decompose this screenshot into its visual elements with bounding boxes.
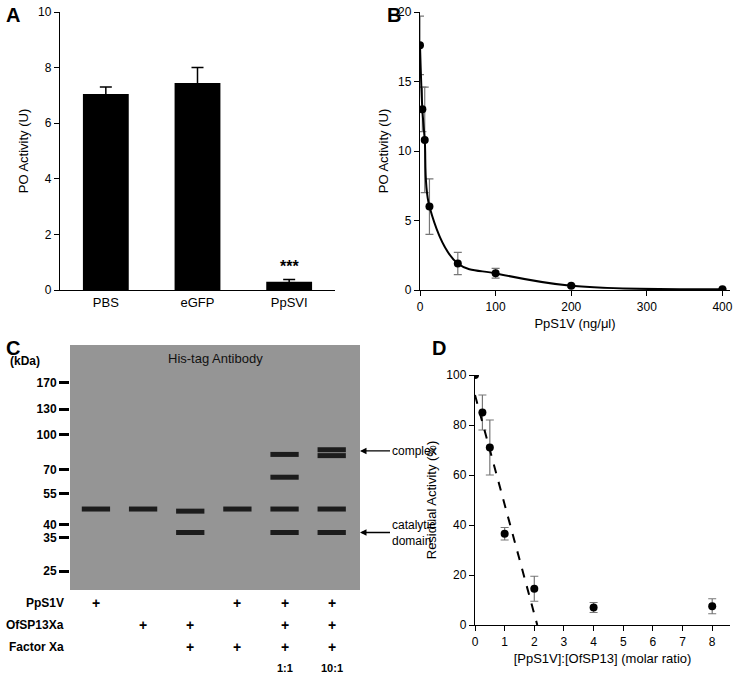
svg-text:0: 0 xyxy=(417,300,424,314)
svg-text:40: 40 xyxy=(453,518,467,532)
svg-text:+: + xyxy=(281,617,289,633)
svg-text:complex: complex xyxy=(392,444,437,458)
svg-text:100: 100 xyxy=(37,428,57,442)
svg-text:+: + xyxy=(233,639,241,655)
svg-text:2: 2 xyxy=(531,635,538,649)
svg-text:C: C xyxy=(6,337,20,359)
svg-text:0: 0 xyxy=(472,635,479,649)
svg-text:25: 25 xyxy=(43,564,57,578)
svg-text:+: + xyxy=(233,595,241,611)
svg-text:6: 6 xyxy=(45,116,52,130)
svg-text:+: + xyxy=(281,639,289,655)
svg-text:40: 40 xyxy=(43,518,57,532)
svg-text:70: 70 xyxy=(43,463,57,477)
svg-text:2: 2 xyxy=(45,228,52,242)
svg-text:0: 0 xyxy=(460,618,467,632)
svg-text:7: 7 xyxy=(679,635,686,649)
svg-text:***: *** xyxy=(280,258,299,275)
svg-text:PpS1V (ng/μl): PpS1V (ng/μl) xyxy=(534,316,615,331)
svg-text:+: + xyxy=(281,595,289,611)
svg-text:PBS: PBS xyxy=(93,295,119,310)
svg-text:+: + xyxy=(328,639,336,655)
svg-text:170: 170 xyxy=(37,376,57,390)
svg-text:5: 5 xyxy=(405,214,412,228)
svg-text:6: 6 xyxy=(650,635,657,649)
svg-text:35: 35 xyxy=(43,531,57,545)
svg-text:1: 1 xyxy=(501,635,508,649)
svg-text:400: 400 xyxy=(712,300,732,314)
svg-text:Residual Activity (%): Residual Activity (%) xyxy=(424,441,439,559)
svg-text:8: 8 xyxy=(45,61,52,75)
svg-text:0: 0 xyxy=(405,283,412,297)
svg-text:60: 60 xyxy=(453,468,467,482)
svg-text:PpS1V: PpS1V xyxy=(26,596,64,610)
svg-text:10: 10 xyxy=(398,144,412,158)
svg-text:200: 200 xyxy=(561,300,581,314)
svg-text:+: + xyxy=(328,617,336,633)
svg-text:15: 15 xyxy=(398,75,412,89)
svg-text:+: + xyxy=(92,595,100,611)
svg-text:10: 10 xyxy=(38,5,52,19)
svg-text:3: 3 xyxy=(561,635,568,649)
svg-text:B: B xyxy=(387,4,401,26)
svg-text:(kDa): (kDa) xyxy=(10,354,40,368)
svg-text:100: 100 xyxy=(486,300,506,314)
svg-text:+: + xyxy=(139,617,147,633)
svg-text:PO Activity (U): PO Activity (U) xyxy=(376,109,391,194)
svg-text:0: 0 xyxy=(45,283,52,297)
svg-text:130: 130 xyxy=(37,402,57,416)
svg-text:4: 4 xyxy=(45,172,52,186)
svg-text:300: 300 xyxy=(637,300,657,314)
svg-text:4: 4 xyxy=(590,635,597,649)
svg-text:10:1: 10:1 xyxy=(321,662,343,674)
svg-text:A: A xyxy=(6,4,20,26)
svg-text:+: + xyxy=(186,639,194,655)
svg-text:+: + xyxy=(328,595,336,611)
svg-text:His-tag Antibody: His-tag Antibody xyxy=(168,351,263,366)
svg-text:1:1: 1:1 xyxy=(277,662,293,674)
svg-text:55: 55 xyxy=(43,487,57,501)
svg-text:20: 20 xyxy=(453,568,467,582)
svg-text:+: + xyxy=(186,617,194,633)
svg-text:100: 100 xyxy=(446,368,466,382)
svg-text:eGFP: eGFP xyxy=(181,295,215,310)
svg-text:PpSVI: PpSVI xyxy=(271,295,308,310)
svg-text:OfSP13Xa: OfSP13Xa xyxy=(6,618,64,632)
svg-text:Factor Xa: Factor Xa xyxy=(9,640,64,654)
svg-text:20: 20 xyxy=(398,5,412,19)
svg-text:5: 5 xyxy=(620,635,627,649)
svg-text:8: 8 xyxy=(709,635,716,649)
svg-text:D: D xyxy=(432,337,446,359)
svg-text:PO Activity (U): PO Activity (U) xyxy=(16,109,31,194)
svg-text:catalyticdomain: catalyticdomain xyxy=(392,518,435,548)
svg-text:80: 80 xyxy=(453,418,467,432)
svg-text:[PpS1V]:[OfSP13] (molar ratio): [PpS1V]:[OfSP13] (molar ratio) xyxy=(514,651,692,666)
